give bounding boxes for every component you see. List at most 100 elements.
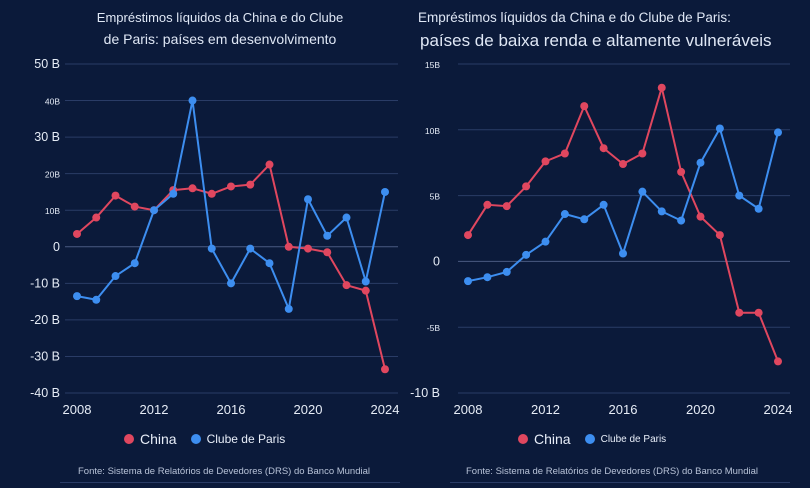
chart1-paris-point bbox=[150, 206, 158, 215]
chart1-y-tick-label: 50 B bbox=[34, 57, 60, 71]
chart1-china-point bbox=[265, 160, 274, 169]
chart1-china-point bbox=[207, 189, 216, 198]
chart2-china-point bbox=[502, 202, 511, 211]
chart1-bottom-rule bbox=[60, 482, 400, 483]
chart2-paris-point bbox=[774, 128, 782, 137]
chart2-paris-line bbox=[467, 127, 779, 283]
chart1-china-point bbox=[246, 180, 255, 189]
chart1-paris-point bbox=[323, 231, 332, 240]
chart2-y-tick-label: 0 bbox=[433, 254, 440, 268]
chart1-china-point bbox=[227, 182, 235, 191]
chart1-china-point bbox=[304, 244, 312, 253]
chart2-y-tick-label: 10B bbox=[425, 126, 440, 136]
chart1-china-point bbox=[92, 213, 101, 222]
chart2-china-point bbox=[541, 157, 550, 166]
chart2-paris-point bbox=[696, 158, 705, 167]
chart1-china-point bbox=[284, 242, 293, 251]
chart2-paris-point bbox=[580, 215, 589, 224]
chart1-china-point bbox=[323, 248, 332, 257]
chart1-y-tick-label: -20 B bbox=[30, 313, 60, 327]
chart2-china-line bbox=[467, 86, 779, 362]
chart2-china-point bbox=[677, 167, 686, 176]
chart1-china-point bbox=[111, 191, 120, 200]
chart1-paris-point bbox=[381, 187, 389, 196]
chart2-y-tick-label: -5B bbox=[427, 323, 441, 333]
chart1-x-tick-label: 2012 bbox=[140, 402, 169, 417]
chart2-paris-point bbox=[464, 277, 472, 286]
chart1-y-tick-label: -10 B bbox=[30, 276, 60, 290]
chart1-y-tick-label: 40B bbox=[45, 97, 60, 107]
chart2-paris-point bbox=[619, 249, 627, 258]
chart1-y-tick-label: 20B bbox=[45, 170, 60, 180]
chart2-paris-point bbox=[522, 250, 531, 259]
chart1-title-line2: de Paris: países em desenvolvimento bbox=[103, 31, 337, 47]
chart1-paris-point bbox=[207, 244, 216, 253]
legend-china-label: China bbox=[140, 431, 177, 447]
legend2-china-dot bbox=[518, 434, 528, 444]
chart1-paris-point bbox=[227, 279, 235, 288]
chart1-legend: China Clube de Paris bbox=[124, 431, 299, 447]
chart2-x-tick-label: 2024 bbox=[764, 402, 793, 417]
legend-paris: Clube de Paris bbox=[190, 432, 286, 446]
chart1-paris-point bbox=[304, 195, 312, 204]
legend-china: China bbox=[124, 431, 177, 447]
chart1-china-point bbox=[73, 229, 81, 238]
chart2-y-tick-label: 5B bbox=[430, 192, 441, 202]
chart2-china-point bbox=[754, 308, 763, 317]
chart2-paris-point bbox=[754, 204, 763, 213]
chart2-plot: 15B 10B 5B 0 -5B -10 B 2008 2012 2016 2020 2024 bbox=[410, 60, 793, 417]
chart2-paris-point bbox=[599, 200, 608, 209]
chart2-paris-point bbox=[483, 273, 492, 282]
chart2-china-point bbox=[696, 212, 705, 221]
chart2-china-point bbox=[715, 231, 724, 240]
chart2-y-tick-label: 15B bbox=[425, 60, 440, 70]
chart2-china-point bbox=[619, 160, 627, 169]
chart2-paris-point bbox=[715, 124, 724, 133]
chart1-china-point bbox=[130, 202, 139, 211]
chart1-x-tick-label: 2008 bbox=[63, 402, 92, 417]
chart2-china-point bbox=[580, 102, 589, 111]
chart1-paris-point bbox=[265, 259, 274, 268]
chart1-source: Fonte: Sistema de Relatórios de Devedore… bbox=[78, 466, 371, 477]
chart2-source: Fonte: Sistema de Relatórios de Devedore… bbox=[466, 466, 759, 477]
chart1-paris-point bbox=[169, 189, 178, 198]
chart2-paris-point bbox=[638, 187, 647, 196]
legend-paris-label: Clube de Paris bbox=[206, 432, 286, 446]
chart2-china-point bbox=[657, 83, 666, 92]
chart1-y-tick-label: 0 bbox=[53, 240, 60, 254]
chart2-china-point bbox=[735, 308, 744, 317]
legend2-china: China bbox=[518, 431, 571, 447]
chart2-china-point bbox=[638, 149, 647, 158]
chart2-paris-point bbox=[735, 191, 744, 200]
chart2-paris-point bbox=[541, 237, 550, 246]
chart2-title-line1: Empréstimos líquidos da China e do Clube… bbox=[418, 10, 731, 25]
chart1-paris-point bbox=[284, 304, 293, 313]
chart1-china-point bbox=[342, 281, 351, 290]
chart2-legend: China Clube de Paris bbox=[518, 431, 680, 447]
chart2-y-tick-label: -10 B bbox=[410, 386, 440, 400]
chart2-china-point bbox=[464, 231, 472, 240]
legend-paris-dot bbox=[190, 434, 201, 444]
chart1-paris-point bbox=[130, 259, 139, 268]
chart1-china-point bbox=[188, 184, 197, 193]
chart1-y-tick-label: 10B bbox=[45, 206, 60, 216]
chart2-x-tick-label: 2012 bbox=[531, 402, 560, 417]
chart1-paris-point bbox=[73, 292, 81, 301]
legend-china-dot bbox=[124, 434, 134, 444]
chart1-y-tick-label: -30 B bbox=[30, 349, 60, 363]
chart1-y-tick-label: 30 B bbox=[34, 130, 60, 144]
chart1-y-tick-label: -40 B bbox=[30, 386, 60, 400]
chart2-title-line2: países de baixa renda e altamente vulner… bbox=[420, 31, 772, 50]
chart1-paris-point bbox=[246, 244, 255, 253]
chart1-paris-point bbox=[342, 213, 351, 222]
chart2-paris-point bbox=[502, 267, 511, 276]
chart1-paris-point bbox=[111, 272, 120, 281]
chart2-china-point bbox=[483, 200, 492, 209]
chart1-x-tick-label: 2020 bbox=[294, 402, 323, 417]
chart1-china-point bbox=[361, 286, 370, 295]
chart2-paris-point bbox=[677, 216, 686, 225]
chart2-x-tick-label: 2020 bbox=[686, 402, 715, 417]
chart2-china-point bbox=[560, 149, 569, 158]
chart1-paris-point bbox=[361, 277, 370, 286]
